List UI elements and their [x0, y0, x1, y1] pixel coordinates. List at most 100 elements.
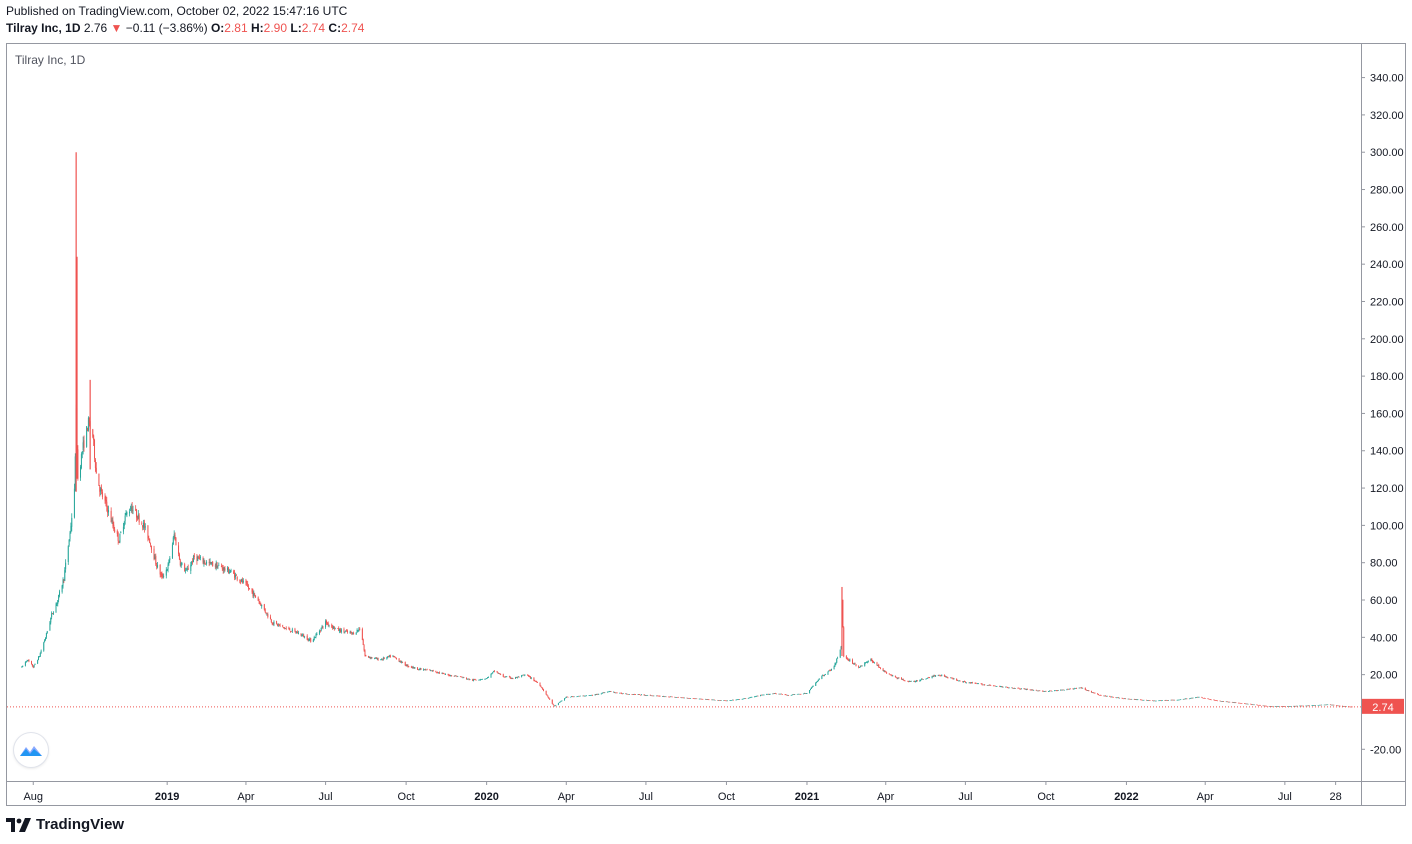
open-label: O: [210, 21, 225, 35]
price-axis[interactable]: -20.00 20.00 40.00 60.00 80.00 100.00 120.00 14… [1361, 73, 1404, 757]
candle-body [447, 674, 449, 675]
candle-body [793, 694, 795, 695]
candle-body [579, 695, 581, 697]
candle-body [541, 687, 543, 688]
candle-body [65, 562, 67, 570]
candle-body [132, 509, 134, 511]
candle-body [876, 662, 878, 666]
candle-body [123, 522, 125, 526]
candle-body [1321, 704, 1323, 706]
candle-body [1320, 704, 1322, 706]
candle-body [1349, 706, 1351, 708]
candle-body [657, 695, 659, 697]
candle-body [564, 698, 566, 701]
candle-body [339, 629, 341, 633]
y-tick-label: 60.00 [1370, 595, 1398, 607]
candle-body [87, 428, 89, 432]
candle-body [521, 675, 523, 677]
candle-body [1184, 698, 1186, 700]
candle-body [620, 692, 622, 694]
candle-body [1026, 689, 1028, 690]
candle-body [867, 660, 869, 662]
candle-body [1307, 705, 1309, 707]
candle-body [267, 614, 269, 617]
candle-body [1012, 687, 1014, 689]
candle-body [260, 603, 262, 606]
candle-body [610, 691, 612, 692]
candle-body [393, 655, 395, 657]
candle-body [179, 560, 181, 566]
time-axis[interactable]: Aug 2019 Apr Jul Oct 2020 Apr Jul Oct 2021 Apr Jul O… [23, 781, 1342, 803]
candle-body [957, 680, 959, 682]
candle-body [641, 694, 643, 696]
candle-body [1025, 688, 1027, 690]
price-change: −0.11 (−3.86%) [125, 21, 208, 35]
candle-body [965, 682, 967, 684]
candle-body [485, 678, 487, 680]
candle-body [276, 621, 278, 624]
candle-body [1082, 688, 1084, 689]
candle-body [858, 667, 860, 668]
candle-body [38, 656, 40, 658]
candle-body [1213, 699, 1215, 701]
y-tick-label: 340.00 [1370, 73, 1404, 85]
candle-body [186, 569, 188, 570]
candle-body [223, 567, 225, 571]
candle-body [535, 680, 537, 682]
candle-body [681, 697, 683, 699]
candle-body [1234, 702, 1236, 704]
candle-body [1045, 691, 1047, 692]
candle-body [828, 670, 830, 672]
candle-body [1069, 688, 1071, 690]
last-price: 2.76 [83, 21, 108, 35]
chart-frame[interactable] [6, 43, 1406, 806]
candle-body [676, 697, 678, 698]
candle-body [935, 675, 937, 677]
tradingview-badge[interactable] [14, 733, 48, 767]
candle-body [414, 667, 416, 669]
candle-body [1244, 703, 1246, 704]
candle-body [536, 681, 538, 683]
candle-body [902, 678, 904, 681]
candle-body [1177, 699, 1179, 701]
candle-body [212, 561, 214, 567]
candle-body [206, 561, 208, 564]
candle-body [508, 676, 510, 678]
candle-body [747, 698, 749, 699]
y-tick-label: 300.00 [1370, 147, 1404, 159]
candle-body [970, 682, 972, 684]
candle-body [199, 557, 201, 559]
candle-body [136, 509, 138, 518]
candle-body [402, 661, 404, 663]
candle-body [847, 659, 849, 661]
candle-body [778, 693, 780, 695]
candle-body [448, 674, 450, 676]
candle-body [1054, 690, 1056, 692]
candle-body [1073, 688, 1075, 690]
tradingview-logo[interactable]: TradingView [6, 816, 124, 833]
candle-body [547, 695, 549, 698]
candle-body [163, 576, 165, 577]
candle-body [423, 669, 425, 670]
candle-body [802, 693, 804, 695]
candle-body [993, 685, 995, 687]
candle-body [558, 702, 560, 704]
candle-body [332, 626, 334, 629]
candle-body [306, 635, 308, 640]
candle-body [572, 696, 574, 698]
candle-body [1289, 706, 1291, 707]
candle-body [995, 686, 997, 687]
candle-body [588, 695, 590, 696]
candle-body [1167, 700, 1169, 701]
candle-body [939, 675, 941, 676]
candle-body [1155, 700, 1157, 702]
candle-body [571, 696, 573, 698]
cloud-icon [20, 746, 42, 756]
candle-body [425, 669, 427, 671]
candle-body [406, 665, 408, 666]
candle-body [114, 529, 116, 532]
candle-body [71, 517, 73, 527]
candle-body [110, 511, 112, 523]
candle-body [398, 658, 400, 662]
